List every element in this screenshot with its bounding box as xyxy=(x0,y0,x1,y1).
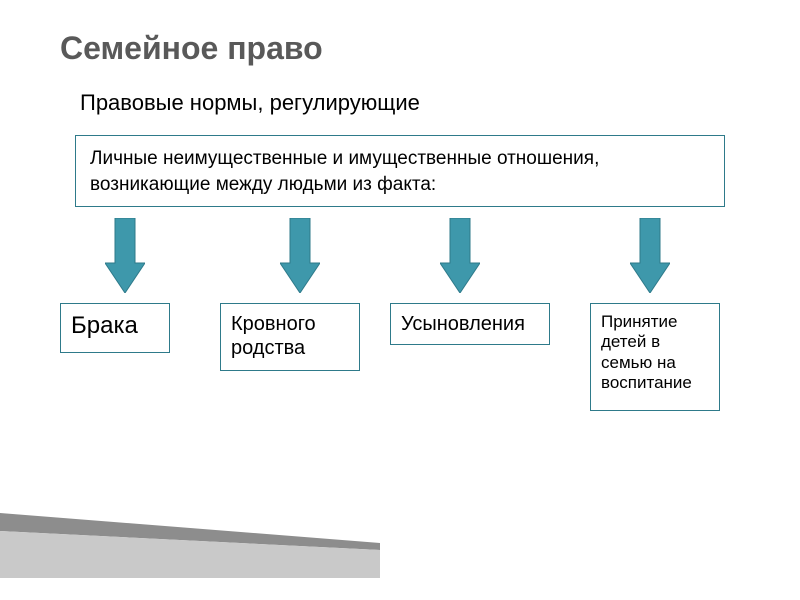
arrow-down-icon xyxy=(105,218,145,293)
item-label: Брака xyxy=(71,312,138,339)
item-box: Брака xyxy=(60,303,170,353)
item-box: Кровногородства xyxy=(220,303,360,371)
page-title: Семейное право xyxy=(60,30,323,67)
item-box: Принятиедетей в семью навоспитание xyxy=(590,303,720,411)
item-label: Кровного xyxy=(231,313,316,335)
main-box: Личные неимущественные и имущественные о… xyxy=(75,135,725,207)
item-label: Усыновления xyxy=(401,313,525,335)
subtitle: Правовые нормы, регулирующие xyxy=(80,90,420,116)
item-box: Усыновления xyxy=(390,303,550,345)
item-label: детей в xyxy=(601,332,660,351)
item-label: родства xyxy=(231,337,305,359)
arrow-down-icon xyxy=(630,218,670,293)
item-label: воспитание xyxy=(601,373,692,392)
decorative-wedge xyxy=(0,513,380,578)
item-label: семью на xyxy=(601,353,676,372)
item-label: Принятие xyxy=(601,312,678,331)
arrow-down-icon xyxy=(440,218,480,293)
arrow-down-icon xyxy=(280,218,320,293)
